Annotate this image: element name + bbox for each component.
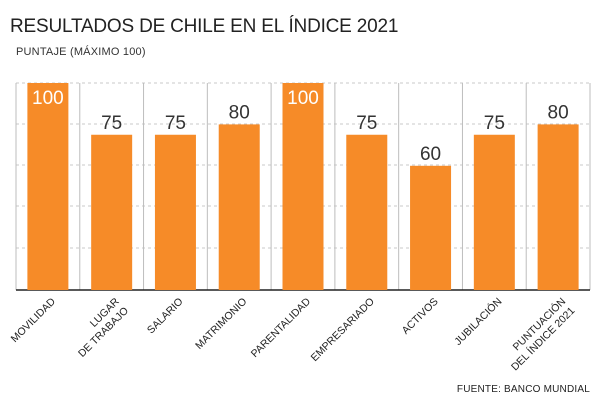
category-label-text: MATRIMONIO: [193, 296, 249, 352]
bar: [473, 134, 515, 290]
category-label: SALARIO: [145, 296, 186, 337]
chart-subtitle: PUNTAJE (MÁXIMO 100): [16, 46, 146, 58]
chart-title: RESULTADOS DE CHILE EN EL ÍNDICE 2021: [10, 16, 399, 37]
category-label-text: SALARIO: [145, 296, 186, 337]
bar: [218, 124, 260, 291]
bar-value-label: 100: [32, 88, 64, 109]
bar-value-label: 60: [420, 144, 441, 165]
bar: [537, 124, 579, 291]
bar-value-label: 75: [101, 113, 122, 134]
bar-value-label: 75: [165, 113, 186, 134]
bar: [154, 134, 196, 290]
category-label-text: ACTIVOS: [400, 296, 441, 337]
category-label-text: PARENTALIDAD: [249, 295, 314, 360]
value-label-layer: 100 75 75 80 100 75 60 75 80: [32, 88, 569, 165]
category-label: ACTIVOS: [400, 296, 441, 337]
category-label: MATRIMONIO: [193, 296, 249, 352]
bar: [410, 165, 452, 290]
bar-value-label: 75: [356, 113, 377, 134]
bar: [282, 83, 324, 290]
bar-layer: [27, 83, 579, 291]
bar: [27, 83, 69, 290]
category-label: JUBILACIÓN: [452, 295, 505, 348]
bar-value-label: 75: [484, 113, 505, 134]
bar-value-label: 80: [229, 102, 250, 123]
bar-value-label: 100: [287, 88, 319, 109]
bar-value-label: 80: [548, 102, 569, 123]
category-label-text: PUNTUACIÓNDEL ÍNDICE 2021: [499, 295, 577, 373]
category-label: PUNTUACIÓNDEL ÍNDICE 2021: [499, 295, 577, 373]
category-label-text: JUBILACIÓN: [452, 295, 505, 348]
category-label-layer: MOVILIDAD LUGARDE TRABAJO SALARIO MATRIMONI…: [9, 295, 578, 373]
chart-source: FUENTE: BANCO MUNDIAL: [456, 384, 590, 395]
bar: [346, 134, 388, 290]
category-label-text: EMPRESARIADO: [309, 296, 377, 364]
category-label: PARENTALIDAD: [249, 295, 314, 360]
category-label: LUGARDE TRABAJO: [67, 295, 131, 359]
category-label-text: LUGARDE TRABAJO: [67, 295, 131, 359]
category-label-text: MOVILIDAD: [9, 295, 59, 345]
category-label: EMPRESARIADO: [309, 296, 377, 364]
bar: [91, 134, 133, 290]
category-label: MOVILIDAD: [9, 295, 59, 345]
